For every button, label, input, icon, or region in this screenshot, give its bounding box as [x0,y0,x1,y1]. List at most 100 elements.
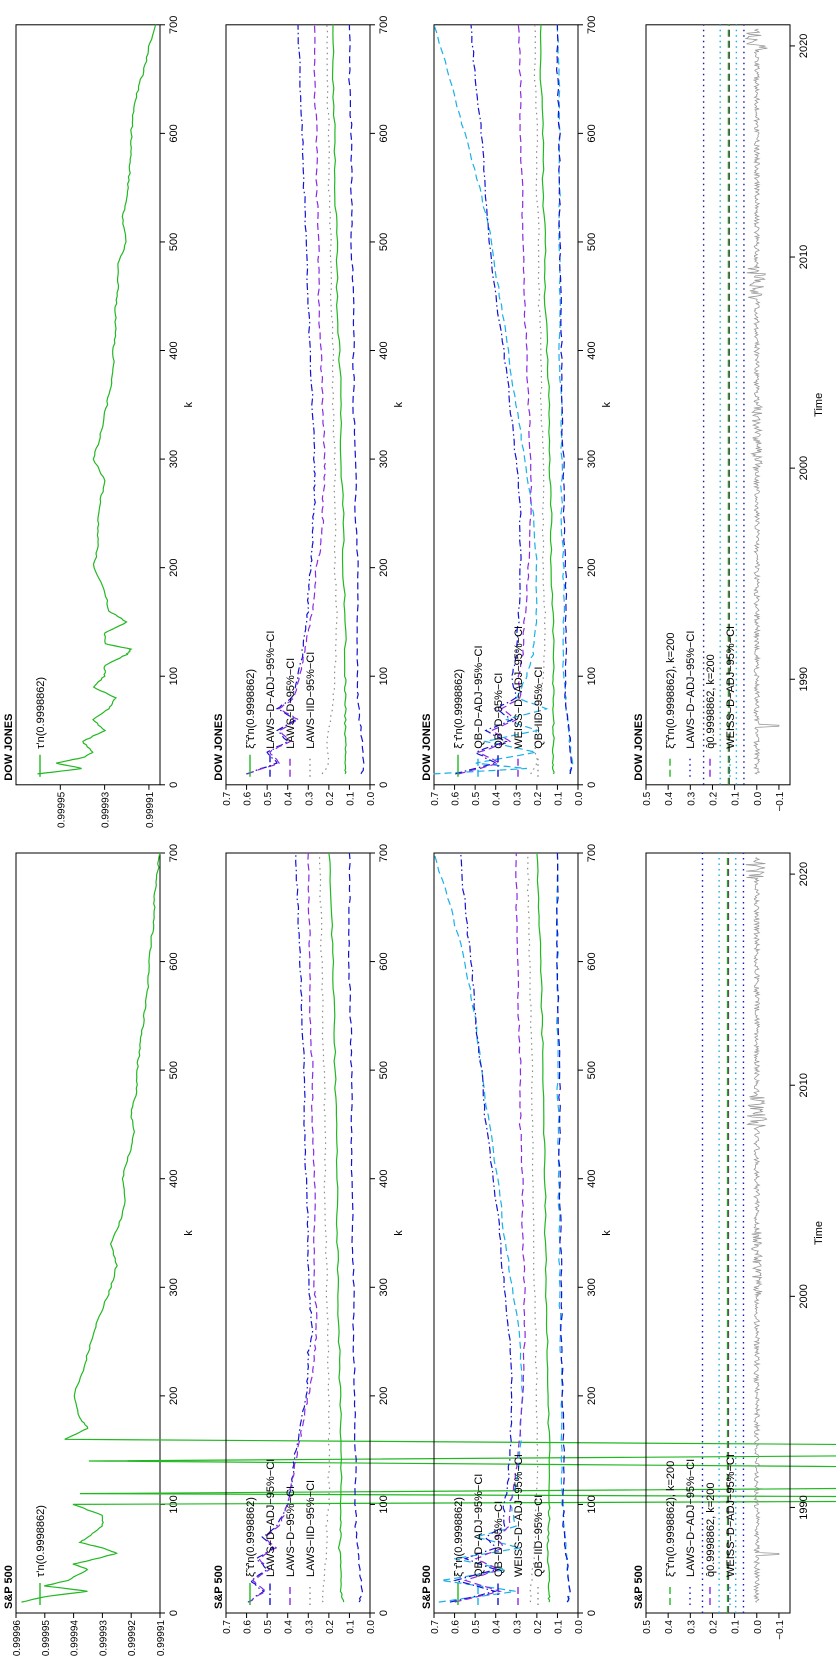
y-tick-label: 0.6 [243,1620,254,1634]
series-line-4 [526,852,539,1603]
x-tick-label: 300 [378,1278,390,1296]
y-tick-label: 0.99991 [156,1620,167,1657]
x-tick-label: 2010 [798,245,810,269]
y-tick-label: 0.6 [451,1620,462,1634]
y-tick-label: 0.5 [642,791,653,805]
legend-label-1: LAWS−D−ADJ−95%−CI [265,1459,277,1577]
legend-label-3: WEISS−D−ADJ−95%−CI [725,626,737,749]
x-tick-label: 500 [586,1061,598,1079]
chart-panel-r0c1: S&P 500 0 100 200 300 400 500 600 700 k 0.0 0.1 0.2 0… [213,844,405,1634]
chart-panel-r0c3: S&P 500 1990 2000 2010 2020 Time −0.1 0.0 0.1 0.2… [633,852,825,1640]
x-axis-label: k [393,1230,405,1236]
series-line-2 [455,24,522,775]
chart-panel-r1c1: DOW JONES 0 100 200 300 400 500 600 700 k 0.0 0.1 0.… [213,16,405,806]
x-tick-label: 2000 [798,1284,810,1308]
y-tick-label: 0.0 [753,1620,764,1634]
series-line-2 [449,852,513,1603]
legend-label-3: LAWS−IID−95%−CI [305,1480,317,1577]
x-tick-label: 700 [378,844,390,862]
x-axis-label: k [183,402,195,408]
x-tick-label: 100 [168,667,180,685]
legend-label-3: WEISS−D−ADJ−95%−CI [513,626,525,749]
series-line-6 [555,852,571,1603]
y-tick-label: 0.4 [664,791,675,805]
y-tick-label: 0.2 [533,791,544,805]
y-tick-label: 0.5 [471,1620,482,1634]
x-tick-label: 700 [586,844,598,862]
x-tick-label: 2000 [798,456,810,480]
x-tick-label: 600 [378,124,390,142]
legend-label-2: LAWS−D−95%−CI [285,658,297,749]
y-tick-label: 0.99996 [12,1620,23,1657]
y-tick-label: 0.3 [304,1620,315,1634]
legend-label-2: QB−D−95%−CI [493,673,505,749]
legend-label-0: ξ̃ τ̂'n(0.9998862), k=200 [665,1461,677,1577]
legend-label-1: LAWS−D−ADJ−95%−CI [685,631,697,749]
plot-frame [15,852,161,1614]
y-tick-label: 0.5 [642,1620,653,1634]
x-tick-label: 200 [168,1387,180,1405]
y-tick-label: 0.3 [686,791,697,805]
series-line-3 [458,24,533,775]
y-tick-label: 0.0 [366,791,377,805]
x-tick-label: 300 [586,450,598,468]
panel-title: DOW JONES [633,714,645,781]
series-line-4 [348,852,364,1603]
legend-label-0: τ'n(0.9998862) [35,1505,47,1577]
x-axis-label: k [393,402,405,408]
series-line-5 [555,852,571,1603]
series-line-3 [321,24,338,775]
panel-title: DOW JONES [3,714,15,781]
legend-label-0: ξ̃ τ̂'n(0.9998862), k=200 [665,633,677,749]
series-line-2 [247,24,327,775]
plot-frame [15,24,161,786]
chart-panel-r0c2: S&P 500 0 100 200 300 400 500 600 700 k 0.0 0.1 0.2 0… [421,844,613,1634]
y-tick-label: 0.7 [430,1620,441,1634]
legend-label-0: ξ̃ τ̂'n(0.9998862) [245,669,257,749]
x-tick-label: 600 [586,952,598,970]
y-tick-label: −0.1 [775,1620,786,1640]
x-axis-label: k [601,1230,613,1236]
series-line-3 [454,852,526,1603]
legend-label-1: QB−D−ADJ−95%−CI [473,1474,485,1577]
y-tick-label: 0.7 [222,791,233,805]
y-tick-label: 0.2 [533,1620,544,1634]
y-tick-label: 0.0 [753,791,764,805]
x-tick-label: 200 [378,558,390,576]
legend-label-1: QB−D−ADJ−95%−CI [473,645,485,748]
series-line-3 [318,852,331,1603]
y-tick-label: 0.1 [553,791,564,805]
y-tick-label: 0.5 [263,791,274,805]
x-tick-label: 2010 [798,1073,810,1097]
x-tick-label: 0 [378,782,390,788]
x-tick-label: 0 [168,1610,180,1616]
plot-frame [645,24,791,786]
x-tick-label: 600 [378,952,390,970]
y-tick-label: −0.1 [775,791,786,811]
y-tick-label: 0.5 [263,1620,274,1634]
x-axis-label: k [601,402,613,408]
y-tick-label: 0.1 [731,791,742,805]
x-axis-label: k [183,1230,195,1236]
y-tick-label: 0.99992 [127,1620,138,1657]
x-tick-label: 500 [378,233,390,251]
x-tick-label: 300 [168,1278,180,1296]
y-tick-label: 0.99994 [70,1620,81,1657]
legend-label-0: ξ̃ τ̂'n(0.9998862) [245,1497,257,1577]
y-tick-label: 0.99995 [41,1620,52,1657]
x-tick-label: 400 [378,341,390,359]
returns-series [744,28,780,775]
legend-label-1: LAWS−D−ADJ−95%−CI [265,631,277,749]
series-line-2 [247,852,318,1603]
x-tick-label: 400 [378,1170,390,1188]
legend-label-2: q̂0.9998862, k=200 [705,1482,717,1577]
x-tick-label: 500 [586,233,598,251]
x-tick-label: 2020 [798,862,810,886]
series-line-1 [247,852,314,1603]
panel-title: S&P 500 [421,1565,433,1609]
x-tick-label: 200 [168,558,180,576]
x-tick-label: 700 [168,844,180,862]
panel-title: S&P 500 [3,1565,15,1609]
